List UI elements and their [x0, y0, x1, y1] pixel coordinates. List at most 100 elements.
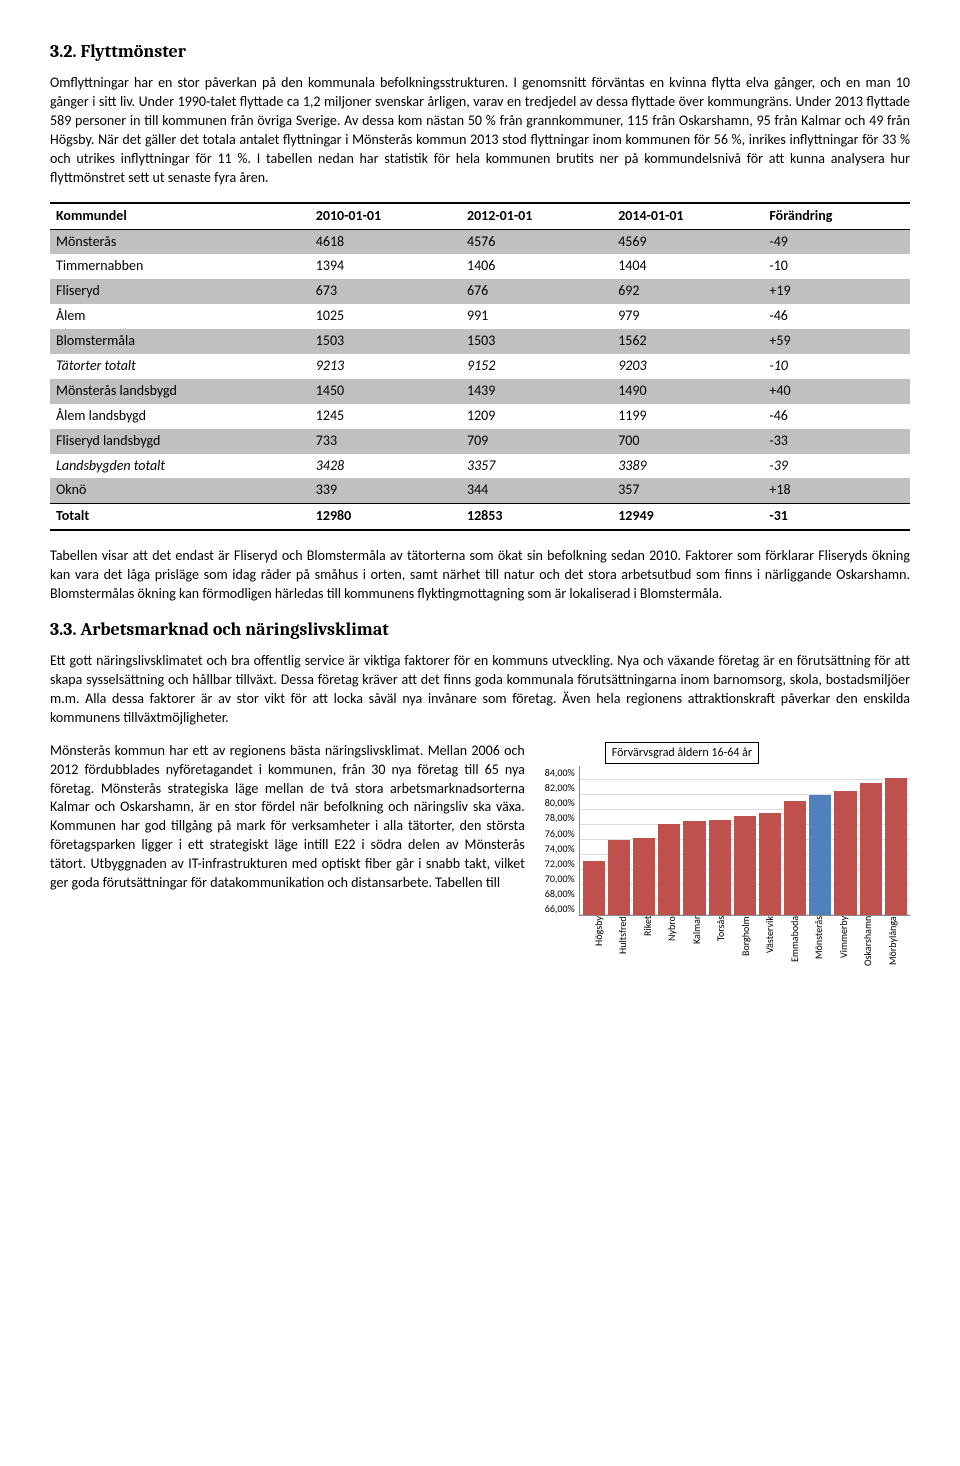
table-cell: Timmernabben — [50, 254, 310, 279]
table-row: Mönsterås landsbygd145014391490+40 — [50, 379, 910, 404]
table-cell: 344 — [461, 478, 612, 503]
x-tick-label: Riket — [641, 916, 662, 988]
table-row: Timmernabben139414061404-10 — [50, 254, 910, 279]
y-tick-label: 68,00% — [545, 887, 575, 901]
table-cell: 1245 — [310, 404, 461, 429]
chart-bar — [633, 838, 655, 915]
table-cell: 339 — [310, 478, 461, 503]
x-tick-label: Mörbylånga — [886, 916, 907, 988]
table-cell: 12980 — [310, 504, 461, 530]
table-cell: 3357 — [461, 454, 612, 479]
table-cell: -46 — [763, 404, 910, 429]
chart-bar — [683, 821, 705, 915]
x-tick-label: Kalmar — [690, 916, 711, 988]
table-cell: 12853 — [461, 504, 612, 530]
table-cell: -31 — [763, 504, 910, 530]
table-row: Fliseryd673676692+19 — [50, 279, 910, 304]
table-cell: 733 — [310, 429, 461, 454]
table-cell: 1439 — [461, 379, 612, 404]
x-tick-label: Emmaboda — [788, 916, 809, 988]
table-row: Tätorter totalt921391529203-10 — [50, 354, 910, 379]
table-cell: 1490 — [612, 379, 763, 404]
forvarvsgrad-chart: Förvärvsgrad åldern 16-64 år 84,00%82,00… — [545, 742, 910, 988]
table-row: Landsbygden totalt342833573389-39 — [50, 454, 910, 479]
table-cell: -10 — [763, 254, 910, 279]
table-cell: 357 — [612, 478, 763, 503]
y-tick-label: 76,00% — [545, 827, 575, 841]
table-cell: 1450 — [310, 379, 461, 404]
table-header: Förändring — [763, 203, 910, 229]
table-header: 2014-01-01 — [612, 203, 763, 229]
table-row: Ålem1025991979-46 — [50, 304, 910, 329]
table-cell: Blomstermåla — [50, 329, 310, 354]
table-cell: -46 — [763, 304, 910, 329]
para-table-followup: Tabellen visar att det endast är Flisery… — [50, 547, 910, 604]
y-tick-label: 70,00% — [545, 872, 575, 886]
y-tick-label: 66,00% — [545, 902, 575, 916]
table-cell: Totalt — [50, 504, 310, 530]
chart-bar — [809, 795, 831, 915]
y-tick-label: 82,00% — [545, 781, 575, 795]
para-flyttmonster: Omflyttningar har en stor påverkan på de… — [50, 74, 910, 187]
table-cell: -33 — [763, 429, 910, 454]
table-cell: Fliseryd landsbygd — [50, 429, 310, 454]
table-cell: 4618 — [310, 229, 461, 254]
table-cell: 1404 — [612, 254, 763, 279]
kommundel-table: Kommundel2010-01-012012-01-012014-01-01F… — [50, 202, 910, 532]
table-cell: -10 — [763, 354, 910, 379]
table-cell: 1503 — [461, 329, 612, 354]
table-cell: 3389 — [612, 454, 763, 479]
table-row: Oknö339344357+18 — [50, 478, 910, 503]
table-cell: 1199 — [612, 404, 763, 429]
table-cell: Tätorter totalt — [50, 354, 310, 379]
chart-bar — [834, 791, 856, 915]
table-cell: Ålem landsbygd — [50, 404, 310, 429]
y-tick-label: 74,00% — [545, 842, 575, 856]
table-cell: 673 — [310, 279, 461, 304]
table-cell: 1406 — [461, 254, 612, 279]
table-cell: 1503 — [310, 329, 461, 354]
table-cell: 9152 — [461, 354, 612, 379]
chart-bar — [709, 820, 731, 915]
table-cell: 9203 — [612, 354, 763, 379]
chart-bar — [885, 778, 907, 915]
table-cell: Mönsterås landsbygd — [50, 379, 310, 404]
chart-bar — [734, 816, 756, 915]
y-tick-label: 78,00% — [545, 811, 575, 825]
y-tick-label: 84,00% — [545, 766, 575, 780]
table-row: Ålem landsbygd124512091199-46 — [50, 404, 910, 429]
table-row: Mönsterås461845764569-49 — [50, 229, 910, 254]
x-tick-label: Västervik — [763, 916, 784, 988]
table-cell: 709 — [461, 429, 612, 454]
table-cell: 1394 — [310, 254, 461, 279]
x-tick-label: Högsby — [592, 916, 613, 988]
table-cell: 700 — [612, 429, 763, 454]
table-cell: 1562 — [612, 329, 763, 354]
table-cell: 3428 — [310, 454, 461, 479]
x-tick-label: Torsås — [714, 916, 735, 988]
section-heading-flyttmonster: 3.2. Flyttmönster — [50, 40, 910, 64]
table-cell: Oknö — [50, 478, 310, 503]
y-tick-label: 72,00% — [545, 857, 575, 871]
chart-title: Förvärvsgrad åldern 16-64 år — [605, 742, 759, 764]
table-header: 2010-01-01 — [310, 203, 461, 229]
chart-bar — [608, 840, 630, 915]
x-tick-label: Nybro — [665, 916, 686, 988]
table-cell: 1025 — [310, 304, 461, 329]
chart-bar — [860, 783, 882, 915]
y-tick-label: 80,00% — [545, 796, 575, 810]
table-cell: -49 — [763, 229, 910, 254]
chart-bar — [784, 801, 806, 915]
chart-bar — [583, 861, 605, 915]
table-cell: +18 — [763, 478, 910, 503]
table-row: Totalt129801285312949-31 — [50, 504, 910, 530]
chart-bar — [759, 813, 781, 915]
table-cell: 1209 — [461, 404, 612, 429]
para-arbetsmarknad-2: Mönsterås kommun har ett av regionens bä… — [50, 742, 525, 893]
table-cell: 4569 — [612, 229, 763, 254]
chart-y-axis: 84,00%82,00%80,00%78,00% 76,00%74,00%72,0… — [545, 766, 579, 916]
table-cell: 979 — [612, 304, 763, 329]
x-tick-label: Vimmerby — [837, 916, 858, 988]
table-cell: +19 — [763, 279, 910, 304]
table-row: Blomstermåla150315031562+59 — [50, 329, 910, 354]
